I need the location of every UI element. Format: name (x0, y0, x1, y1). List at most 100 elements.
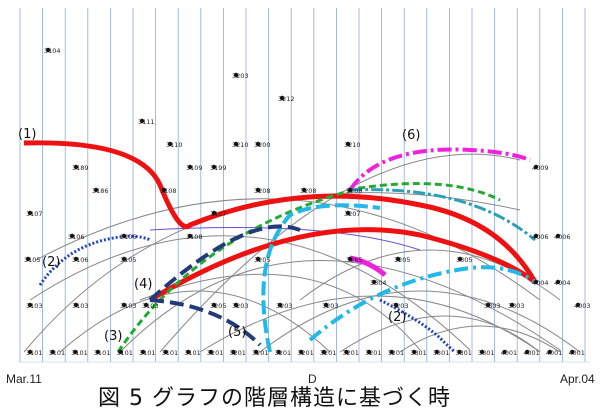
node: 4006 (532, 233, 549, 241)
node: 3101 (184, 349, 201, 357)
node-label: 3107 (26, 210, 43, 218)
node-label: 4004 (554, 279, 571, 287)
node-dot (277, 302, 283, 308)
node: 3210 (344, 141, 361, 149)
node-label: 3111 (138, 118, 155, 126)
gray-arc (399, 325, 561, 353)
node: 3303 (508, 302, 525, 310)
node-label: 4009 (532, 164, 549, 172)
node-label: 3201 (252, 349, 269, 357)
node: 3101 (94, 349, 111, 357)
node-dot (69, 233, 75, 239)
node-dot (345, 210, 351, 216)
node: 3205 (210, 302, 227, 310)
group-label: (3) (104, 329, 122, 344)
node-dot (231, 349, 236, 355)
node: 3304 (370, 279, 387, 287)
node-label: 4003 (574, 302, 591, 310)
node-label: 3106 (72, 256, 89, 264)
node: 4001 (523, 349, 540, 357)
highlighted-paths (23, 140, 538, 354)
node-dot (139, 118, 145, 124)
node-dot (301, 187, 307, 193)
node-dot (73, 349, 78, 355)
node: 3106 (120, 233, 137, 241)
node: 3301 (455, 349, 472, 357)
node-dot (233, 72, 239, 78)
node: 3210 (232, 141, 249, 149)
node-label: 3205 (254, 256, 271, 264)
node-dot (253, 349, 259, 355)
node-dot (457, 349, 462, 355)
node-dot (163, 349, 168, 355)
node: 3104 (44, 47, 61, 55)
node: 4001 (546, 349, 563, 357)
node-label: 3104 (44, 47, 61, 55)
node: 3201 (229, 349, 246, 357)
node-label: 3208 (300, 187, 317, 195)
node-dot (434, 349, 439, 355)
gray-arc (59, 290, 331, 353)
node-dot (45, 47, 51, 53)
green-dashed-path (116, 182, 501, 353)
node-label: 3189 (72, 164, 89, 172)
node-dot (555, 233, 561, 239)
node: 3203 (322, 302, 339, 310)
node-label: 3205 (210, 302, 227, 310)
node: 3103 (120, 302, 137, 310)
node-label: 3101 (71, 349, 88, 357)
node: 4006 (554, 233, 571, 241)
node: 3108 (186, 233, 203, 241)
red-path-2 (148, 227, 537, 303)
node-dot (323, 302, 329, 308)
node-label: 4006 (554, 233, 571, 241)
node-dot (73, 302, 79, 308)
node-dot (485, 302, 491, 308)
node-label: 3208 (254, 187, 271, 195)
node-dot (533, 164, 539, 170)
node-dot (347, 256, 353, 262)
node-dot (187, 164, 193, 170)
node-dot (555, 279, 561, 285)
node: 3200 (254, 141, 271, 149)
node: 3265 (346, 256, 363, 264)
node: 3109 (186, 164, 203, 172)
node-label: 3303 (484, 302, 501, 310)
node: 3106 (68, 233, 85, 241)
node-label: 3103 (72, 302, 89, 310)
node-dot (121, 233, 127, 239)
node-label: 3301 (410, 349, 427, 357)
node: 3101 (49, 349, 66, 357)
node-dot (393, 302, 399, 308)
node-label: 3301 (455, 349, 472, 357)
node-dot (73, 164, 79, 170)
node-label: 3301 (478, 349, 495, 357)
node-label: 3305 (456, 256, 473, 264)
node: 3208 (300, 187, 317, 195)
node-label: 3105 (120, 256, 137, 264)
navy-dashed-path-2 (149, 298, 262, 347)
node: 3201 (388, 349, 405, 357)
node-label: 3203 (392, 302, 409, 310)
node-dot (27, 349, 33, 355)
node: 3205 (254, 256, 271, 264)
node: 3189 (72, 164, 89, 172)
node-label: 3103 (26, 302, 43, 310)
cyan-dashed-path (261, 203, 381, 353)
node-label: 3203 (232, 302, 249, 310)
node-dot (457, 256, 463, 262)
node: 3101 (139, 349, 156, 357)
node-label: 4001 (523, 349, 540, 357)
node-dot (395, 256, 401, 262)
navy-dashed-path (148, 224, 301, 302)
node-dot (575, 302, 581, 308)
node-dot (371, 279, 377, 285)
node-label: 4001 (568, 349, 585, 357)
node: 3101 (71, 349, 88, 357)
node-dot (73, 256, 79, 262)
node-label: 3103 (142, 302, 159, 310)
node-label: 3210 (344, 141, 361, 149)
node-dot (143, 302, 149, 308)
node-label: 3108 (186, 233, 203, 241)
node-label: 3201 (342, 349, 359, 357)
